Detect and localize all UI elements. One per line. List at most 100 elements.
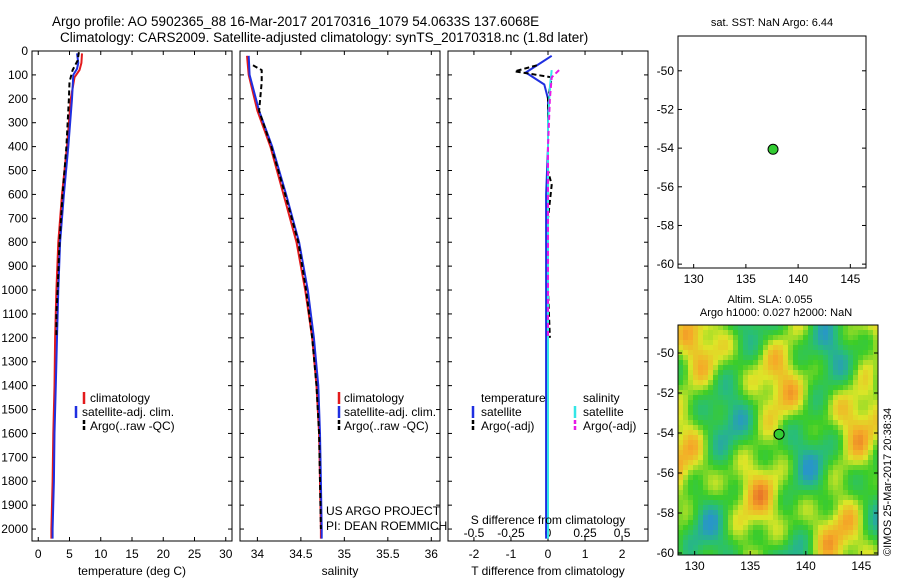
sla-cell xyxy=(858,460,864,466)
sla-cell xyxy=(758,545,764,551)
sla-cell xyxy=(743,435,749,441)
sla-cell xyxy=(798,475,804,481)
sla-cell xyxy=(858,535,864,541)
sla-cell xyxy=(688,345,694,351)
x-tick-label: 35 xyxy=(338,547,352,561)
sla-cell xyxy=(853,420,859,426)
sla-cell xyxy=(828,325,834,331)
sla-cell xyxy=(843,550,849,555)
sla-cell xyxy=(698,540,704,546)
sla-cell xyxy=(868,405,874,411)
sla-cell xyxy=(698,415,704,421)
sla-cell xyxy=(733,490,739,496)
sla-cell xyxy=(743,500,749,506)
sla-cell xyxy=(848,480,854,486)
sla-cell xyxy=(858,395,864,401)
sla-cell xyxy=(848,525,854,531)
sla-cell xyxy=(728,365,734,371)
sla-cell xyxy=(713,465,719,471)
sla-cell xyxy=(678,465,684,471)
sla-cell xyxy=(688,520,694,526)
sla-cell xyxy=(683,345,689,351)
sla-cell xyxy=(733,530,739,536)
sla-cell xyxy=(763,360,769,366)
sla-cell xyxy=(873,365,878,371)
sla-cell xyxy=(773,340,779,346)
sla-cell xyxy=(708,485,714,491)
sla-cell xyxy=(713,480,719,486)
sla-cell xyxy=(828,510,834,516)
sla-cell xyxy=(743,460,749,466)
sla-cell xyxy=(698,485,704,491)
sla-cell xyxy=(748,330,754,336)
sla-cell xyxy=(688,435,694,441)
sla-cell xyxy=(858,525,864,531)
sla-cell xyxy=(753,340,759,346)
sla-cell xyxy=(843,475,849,481)
sla-cell xyxy=(803,390,809,396)
sla-cell xyxy=(718,460,724,466)
sla-cell xyxy=(863,510,869,516)
sla-cell xyxy=(738,525,744,531)
sla-cell xyxy=(853,385,859,391)
sla-cell xyxy=(778,420,784,426)
sla-cell xyxy=(838,470,844,476)
sla-cell xyxy=(678,485,684,491)
sla-cell xyxy=(828,370,834,376)
sla-cell xyxy=(873,355,878,361)
sla-cell xyxy=(748,360,754,366)
sla-cell xyxy=(813,445,819,451)
sla-cell xyxy=(688,510,694,516)
sla-cell xyxy=(828,350,834,356)
sla-cell xyxy=(718,475,724,481)
sla-cell xyxy=(793,515,799,521)
sla-cell xyxy=(783,480,789,486)
sla-cell xyxy=(848,500,854,506)
sla-cell xyxy=(743,335,749,341)
legend-label: satellite xyxy=(583,405,624,419)
sla-cell xyxy=(828,360,834,366)
sla-cell xyxy=(733,445,739,451)
sla-cell xyxy=(803,400,809,406)
sla-cell xyxy=(813,490,819,496)
sla-cell xyxy=(738,540,744,546)
sla-cell xyxy=(733,325,739,331)
sla-cell xyxy=(858,375,864,381)
sla-cell xyxy=(768,330,774,336)
sla-cell xyxy=(868,365,874,371)
sla-cell xyxy=(788,500,794,506)
series-line-argo-raw-qc- xyxy=(252,64,322,530)
sla-cell xyxy=(818,535,824,541)
sla-cell xyxy=(693,325,699,331)
sla-cell xyxy=(753,490,759,496)
sla-cell xyxy=(818,520,824,526)
sla-cell xyxy=(723,510,729,516)
sla-cell xyxy=(738,345,744,351)
sla-cell xyxy=(848,385,854,391)
sla-cell xyxy=(748,325,754,331)
sla-cell xyxy=(713,520,719,526)
sla-cell xyxy=(818,405,824,411)
sla-cell xyxy=(853,535,859,541)
sla-cell xyxy=(858,450,864,456)
sla-cell xyxy=(758,330,764,336)
title-line-2: Climatology: CARS2009. Satellite-adjuste… xyxy=(60,30,588,45)
sla-cell xyxy=(823,415,829,421)
sla-cell xyxy=(813,405,819,411)
sla-cell xyxy=(793,470,799,476)
sla-cell xyxy=(738,480,744,486)
sla-cell xyxy=(778,340,784,346)
sla-cell xyxy=(733,525,739,531)
sla-cell xyxy=(708,370,714,376)
sla-cell xyxy=(803,340,809,346)
sla-cell xyxy=(698,460,704,466)
sla-cell xyxy=(873,520,878,526)
sla-cell xyxy=(808,390,814,396)
sla-cell xyxy=(828,390,834,396)
sla-cell xyxy=(853,370,859,376)
sla-cell xyxy=(708,325,714,331)
x-tick-label: 35.5 xyxy=(376,547,400,561)
sla-cell xyxy=(733,500,739,506)
sla-cell xyxy=(733,550,739,555)
sla-cell xyxy=(843,365,849,371)
